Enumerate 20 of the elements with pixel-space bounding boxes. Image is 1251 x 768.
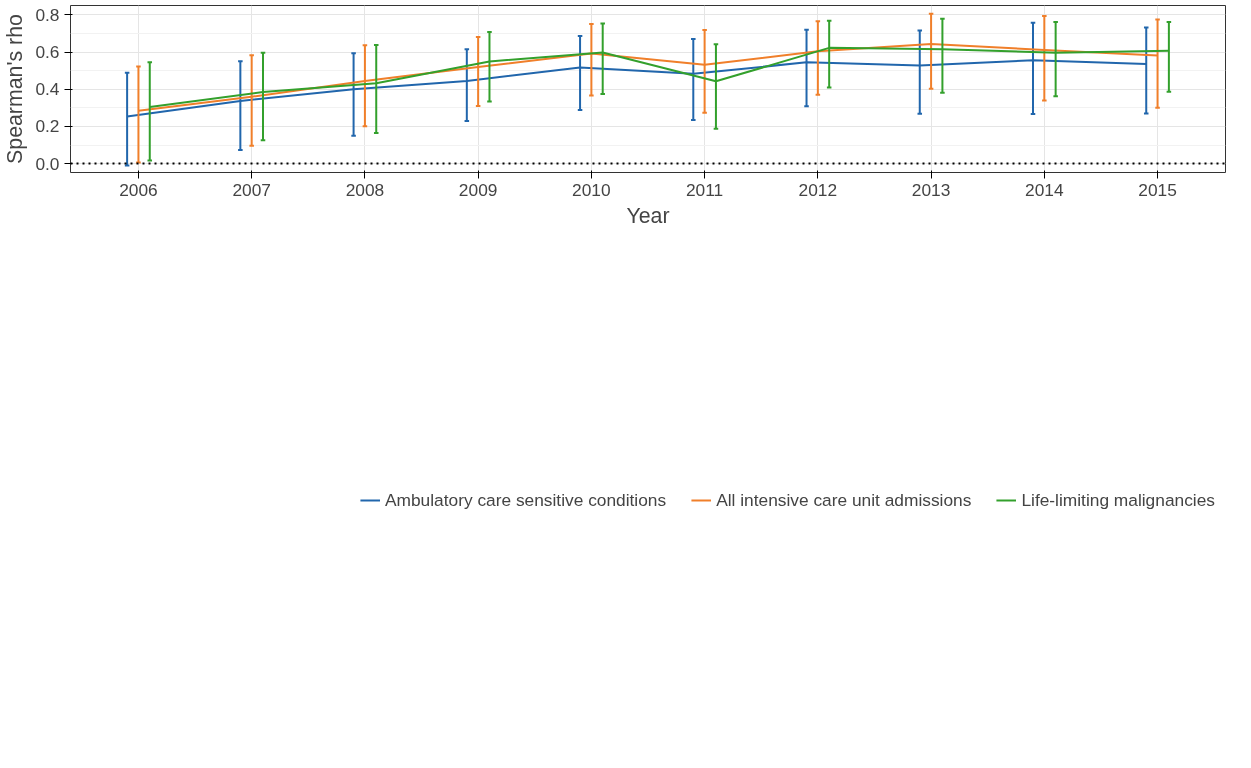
legend-label: Life-limiting malignancies bbox=[1021, 489, 1215, 511]
y-tick-label: 0.6 bbox=[35, 42, 60, 63]
y-tick-label: 0.4 bbox=[35, 79, 60, 100]
x-tick-label: 2009 bbox=[458, 179, 498, 200]
x-tick-label: 2014 bbox=[1025, 179, 1064, 200]
x-axis-title: Year bbox=[626, 203, 670, 228]
y-tick-label: 0.2 bbox=[35, 116, 60, 137]
x-tick-label: 2007 bbox=[232, 179, 271, 200]
x-tick-label: 2015 bbox=[1138, 179, 1177, 200]
x-tick-label: 2011 bbox=[685, 179, 724, 200]
y-tick-label: 0.0 bbox=[35, 153, 60, 174]
y-tick-label: 0.8 bbox=[35, 4, 60, 25]
legend-label: Ambulatory care sensitive conditions bbox=[384, 489, 667, 511]
x-tick-label: 2010 bbox=[572, 179, 611, 200]
x-tick-label: 2006 bbox=[119, 179, 158, 200]
legend-label: All intensive care unit admissions bbox=[716, 489, 972, 511]
y-axis-title: Spearman's rho bbox=[3, 14, 28, 164]
x-tick-label: 2013 bbox=[911, 179, 951, 200]
x-tick-label: 2012 bbox=[798, 179, 838, 200]
x-tick-label: 2008 bbox=[345, 179, 385, 200]
